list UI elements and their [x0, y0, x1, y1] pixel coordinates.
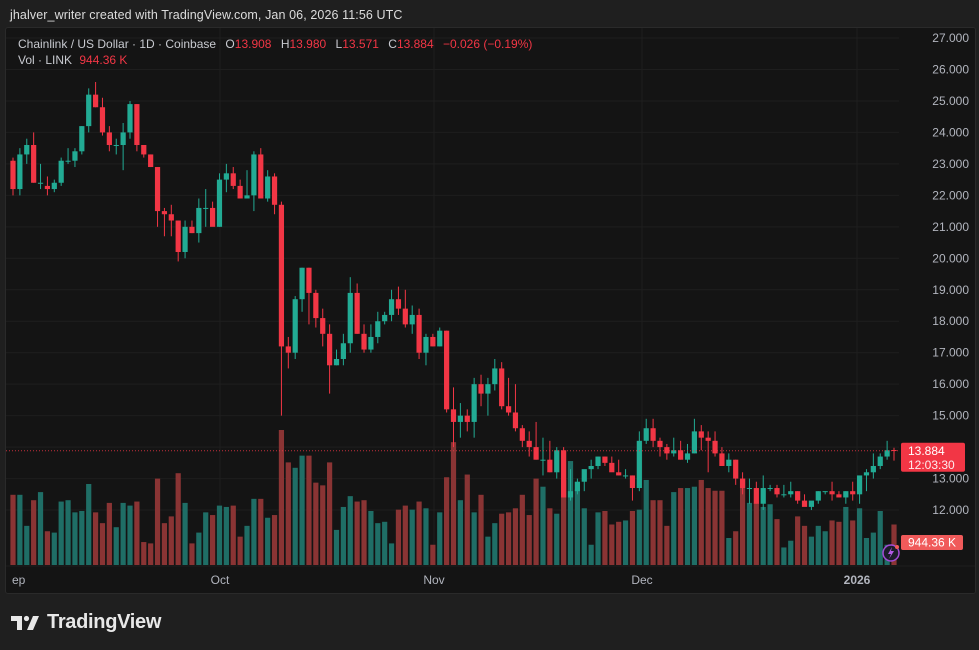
volume-value: 944.36 K: [79, 53, 128, 67]
price-tick-label: 12.000: [932, 503, 969, 517]
price-tick-label: 22.000: [932, 188, 969, 202]
logo-text: TradingView: [47, 611, 162, 633]
price-tick-label: 27.000: [932, 31, 969, 45]
volume-label: Vol · LINK: [18, 53, 73, 67]
symbol-label[interactable]: Chainlink / US Dollar · 1D · Coinbase: [18, 37, 217, 51]
price-tick-label: 19.000: [932, 283, 969, 297]
time-tick-label: 2026: [844, 573, 871, 587]
price-tick-label: 24.000: [932, 125, 969, 139]
tradingview-logo-icon: [11, 615, 39, 630]
time-axis[interactable]: ep Oct Nov Dec 2026: [6, 565, 975, 587]
chart-frame[interactable]: 27.000 26.000 25.000 24.000 23.000 22.000 21.0…: [5, 27, 976, 594]
high-value: 13.980: [289, 37, 327, 51]
volume-badge-text: 944.36 K: [908, 536, 956, 550]
grid-lines: [6, 28, 899, 565]
price-tick-label: 15.000: [932, 409, 969, 423]
low-label: L: [335, 37, 343, 51]
change-value: −0.026 (−0.19%): [442, 37, 533, 51]
price-tick-label: 23.000: [932, 157, 969, 171]
price-tick-label: 17.000: [932, 346, 969, 360]
volume-bars: [10, 430, 897, 565]
time-tick-label: ep: [12, 573, 26, 587]
tradingview-logo[interactable]: TradingView: [11, 611, 161, 634]
candles: [10, 82, 897, 511]
volume-badge: 944.36 K: [901, 535, 963, 550]
price-tick-label: 21.000: [932, 220, 969, 234]
time-tick-label: Oct: [211, 573, 230, 587]
close-label: C: [388, 37, 397, 51]
open-label: O: [225, 37, 235, 51]
price-tick-label: 20.000: [932, 251, 969, 265]
time-tick-label: Dec: [631, 573, 652, 587]
lightning-icon[interactable]: [882, 544, 900, 562]
last-price-text: 13.884: [908, 444, 945, 458]
price-tick-label: 25.000: [932, 94, 969, 108]
close-value: 13.884: [396, 37, 434, 51]
countdown-text: 12:03:30: [908, 458, 955, 472]
price-tick-label: 16.000: [932, 377, 969, 391]
candlestick-chart[interactable]: 27.000 26.000 25.000 24.000 23.000 22.000 21.0…: [6, 28, 975, 593]
price-tick-label: 26.000: [932, 62, 969, 76]
price-tick-label: 13.000: [932, 472, 969, 486]
high-label: H: [280, 37, 290, 51]
low-value: 13.571: [342, 37, 379, 51]
price-tick-label: 18.000: [932, 314, 969, 328]
price-axis[interactable]: 27.000 26.000 25.000 24.000 23.000 22.000 21.0…: [899, 28, 975, 593]
open-value: 13.908: [234, 37, 272, 51]
chart-legend: Chainlink / US Dollar · 1D · Coinbase O1…: [18, 36, 532, 68]
chart-credit: jhalver_writer created with TradingView.…: [10, 8, 403, 22]
time-tick-label: Nov: [423, 573, 444, 587]
